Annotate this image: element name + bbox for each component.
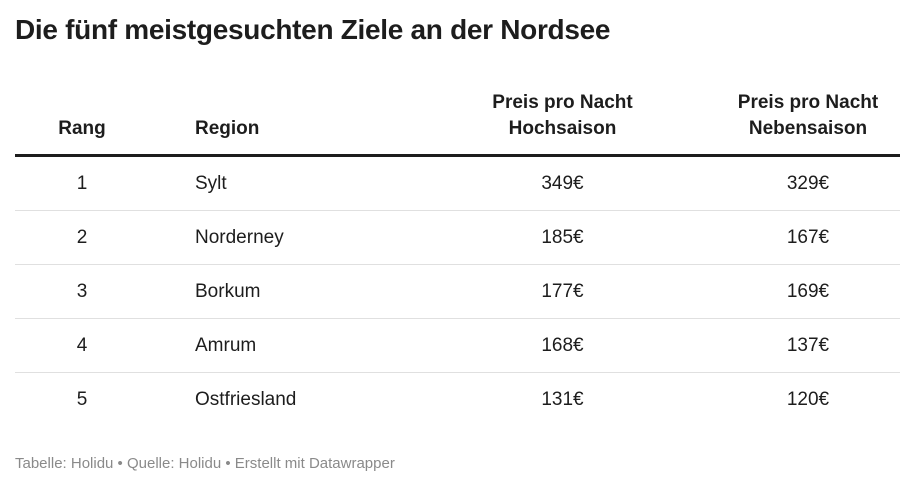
column-header-peak-season-line1: Preis pro Nacht — [492, 92, 633, 113]
column-header-rank-line1: Rang — [58, 118, 106, 139]
column-header-off-season-line1: Preis pro Nacht — [737, 92, 879, 113]
column-header-off-season: Preis pro Nacht Nebensaison — [685, 86, 900, 157]
column-header-rank: Rang — [15, 86, 149, 157]
table-row: 5 Ostfriesland 131€ 120€ — [15, 373, 900, 427]
cell-rank: 1 — [15, 155, 149, 211]
column-header-region-line1: Region — [195, 118, 260, 139]
cell-rank: 4 — [15, 318, 149, 373]
cell-rank: 5 — [76, 388, 88, 410]
cell-price-peak: 349€ — [440, 155, 685, 211]
table-header-row: Rang Region Preis pro Nacht Hochsaison P… — [15, 86, 900, 157]
cell-region: Sylt — [149, 155, 440, 211]
column-header-region: Region — [149, 86, 440, 157]
cell-price-peak: 168€ — [440, 318, 685, 373]
table-row: 2 Norderney 185€ 167€ — [15, 210, 900, 265]
cell-price-off: 329€ — [685, 155, 900, 211]
column-header-peak-season-line2: Hochsaison — [508, 118, 617, 139]
cell-price-off: 169€ — [685, 264, 900, 319]
chart-title: Die fünf meistgesuchten Ziele an der Nor… — [15, 14, 611, 45]
cell-region: Borkum — [149, 264, 440, 319]
cell-region: Norderney — [149, 210, 440, 265]
cell-price-off: 137€ — [685, 318, 900, 373]
cell-region: Amrum — [149, 318, 440, 373]
cell-price-peak: 131€ — [541, 388, 584, 410]
source-footer: Tabelle: Holidu • Quelle: Holidu • Erste… — [15, 455, 395, 472]
cell-price-peak: 185€ — [440, 210, 685, 265]
cell-region: Ostfriesland — [195, 388, 297, 410]
column-header-off-season-line2: Nebensaison — [748, 118, 868, 139]
cell-rank: 3 — [15, 264, 149, 319]
column-header-peak-season: Preis pro Nacht Hochsaison — [440, 86, 685, 157]
cell-rank: 2 — [15, 210, 149, 265]
data-table: Rang Region Preis pro Nacht Hochsaison P… — [15, 86, 900, 426]
table-row: 3 Borkum 177€ 169€ — [15, 264, 900, 319]
table-row: 1 Sylt 349€ 329€ — [15, 155, 900, 211]
cell-price-off: 120€ — [786, 388, 830, 410]
table-row: 4 Amrum 168€ 137€ — [15, 318, 900, 373]
cell-price-peak: 177€ — [440, 264, 685, 319]
cell-price-off: 167€ — [685, 210, 900, 265]
